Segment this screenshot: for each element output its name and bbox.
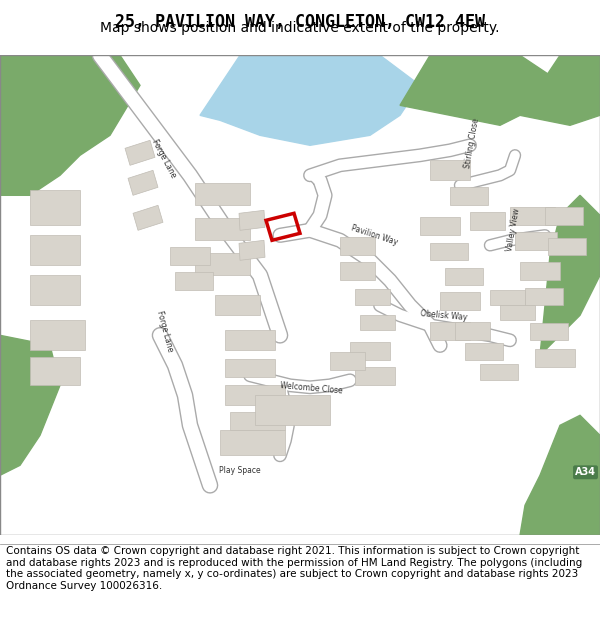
Bar (520, 262, 560, 280)
Bar (545, 208, 583, 225)
Bar (30, 190, 80, 225)
Bar (195, 218, 250, 240)
Bar (525, 288, 563, 305)
Bar (510, 208, 555, 225)
Bar (430, 243, 468, 260)
Bar (440, 292, 480, 310)
Bar (195, 183, 250, 205)
Bar (430, 322, 470, 340)
Bar (535, 349, 575, 368)
Text: Forge Lane: Forge Lane (150, 138, 178, 179)
Text: Map shows position and indicative extent of the property.: Map shows position and indicative extent… (100, 21, 500, 35)
Bar (455, 322, 490, 340)
Bar (360, 315, 395, 330)
Bar (330, 352, 365, 370)
Text: 25, PAVILION WAY, CONGLETON, CW12 4EW: 25, PAVILION WAY, CONGLETON, CW12 4EW (115, 13, 485, 31)
Bar (30, 320, 85, 350)
Bar (355, 289, 390, 305)
Polygon shape (133, 205, 163, 230)
Bar (470, 213, 505, 230)
Text: Forge Lane: Forge Lane (155, 309, 175, 352)
Text: Play Space: Play Space (219, 466, 261, 475)
Polygon shape (239, 240, 265, 260)
Polygon shape (125, 140, 155, 165)
Polygon shape (239, 210, 265, 230)
Text: A34: A34 (575, 468, 596, 478)
Polygon shape (520, 415, 600, 535)
Text: Obelisk Way: Obelisk Way (420, 309, 467, 322)
Bar (175, 272, 213, 290)
Bar (530, 323, 568, 340)
Bar (215, 295, 260, 315)
Bar (500, 305, 535, 320)
Text: Stirling Close: Stirling Close (463, 118, 481, 169)
Bar (170, 248, 210, 265)
Bar (230, 412, 285, 430)
Polygon shape (0, 55, 140, 195)
Bar (195, 253, 250, 275)
Polygon shape (520, 55, 600, 125)
Polygon shape (540, 195, 600, 355)
Bar (30, 275, 80, 305)
Bar (430, 160, 470, 180)
Bar (220, 430, 285, 455)
Polygon shape (200, 55, 420, 145)
Bar (450, 188, 488, 205)
Bar (480, 364, 518, 380)
Bar (340, 262, 375, 280)
Bar (548, 238, 586, 255)
Bar (515, 232, 557, 250)
Bar (225, 330, 275, 350)
Polygon shape (0, 335, 60, 475)
Bar (30, 357, 80, 385)
Text: Contains OS data © Crown copyright and database right 2021. This information is : Contains OS data © Crown copyright and d… (6, 546, 582, 591)
Text: Welcombe Close: Welcombe Close (280, 381, 343, 396)
Bar (350, 342, 390, 360)
Bar (30, 235, 80, 265)
Text: Valley View: Valley View (505, 208, 521, 252)
Bar (225, 359, 275, 378)
Bar (445, 268, 483, 285)
Bar (420, 217, 460, 235)
Bar (465, 343, 503, 360)
Bar (490, 290, 525, 305)
Bar (340, 238, 375, 255)
Bar (225, 385, 285, 405)
Polygon shape (400, 55, 550, 125)
Text: Pavilion Way: Pavilion Way (350, 224, 399, 248)
Bar (255, 396, 330, 425)
Bar (355, 368, 395, 385)
Polygon shape (128, 170, 158, 195)
